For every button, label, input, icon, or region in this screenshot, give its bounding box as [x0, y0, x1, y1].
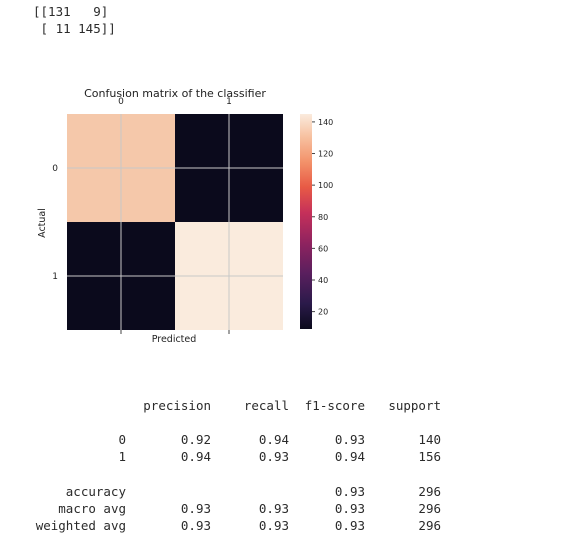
y-tick-labels: 01	[52, 164, 58, 282]
report-f1-cell: 0.94	[334, 449, 365, 464]
matrix-print-line: [ 11 145]]	[33, 21, 116, 36]
confusion-matrix-printout: [[131 9] [ 11 145]]	[33, 3, 116, 37]
chart-title: Confusion matrix of the classifier	[84, 87, 266, 100]
report-header-support: support	[388, 398, 441, 413]
y-tick-label: 1	[52, 272, 58, 282]
report-recall-cell: 0.93	[258, 518, 289, 533]
colorbar-tick-label: 120	[318, 150, 333, 159]
report-precision-cell: 0.93	[180, 501, 211, 516]
heatmap-grid	[67, 114, 283, 330]
report-row-label: weighted avg	[35, 518, 126, 533]
report-header-f1-score: f1-score	[304, 398, 365, 413]
report-row-label: accuracy	[65, 484, 126, 499]
colorbar-tick-label: 40	[318, 276, 328, 285]
colorbar-tick-label: 100	[318, 181, 333, 190]
x-tick-label: 1	[226, 97, 232, 107]
y-tick-label: 0	[52, 164, 58, 174]
report-recall-cell: 0.94	[258, 432, 289, 447]
report-f1-cell: 0.93	[334, 501, 365, 516]
matrix-print-line: [[131 9]	[33, 4, 109, 19]
report-row-label: macro avg	[58, 501, 126, 516]
colorbar-tick-label: 20	[318, 308, 328, 317]
report-precision-cell: 0.94	[180, 449, 211, 464]
colorbar-tick-label: 60	[318, 244, 328, 253]
colorbar	[300, 114, 312, 329]
report-precision-cell: 0.93	[180, 518, 211, 533]
report-f1-cell: 0.93	[334, 518, 365, 533]
report-support-cell: 140	[418, 432, 441, 447]
report-row-label: 1	[118, 449, 126, 464]
report-row-label: 0	[118, 432, 126, 447]
colorbar-tick-label: 80	[318, 213, 328, 222]
report-support-cell: 296	[418, 501, 441, 516]
colorbar-ticks: 20 40 60 80 100 120 140	[312, 118, 333, 317]
report-precision-cell: 0.92	[180, 432, 211, 447]
report-f1-cell: 0.93	[334, 484, 365, 499]
report-support-cell: 156	[418, 449, 441, 464]
report-header-recall: recall	[243, 398, 289, 413]
x-axis-label: Predicted	[152, 334, 197, 345]
report-recall-cell: 0.93	[258, 449, 289, 464]
colorbar-tick-label: 140	[318, 118, 333, 127]
report-support-cell: 296	[418, 518, 441, 533]
report-header-precision: precision	[143, 398, 211, 413]
report-f1-cell: 0.93	[334, 432, 365, 447]
report-support-cell: 296	[418, 484, 441, 499]
report-recall-cell: 0.93	[258, 501, 289, 516]
y-axis-label: Actual	[37, 208, 48, 238]
x-tick-label: 0	[118, 97, 124, 107]
